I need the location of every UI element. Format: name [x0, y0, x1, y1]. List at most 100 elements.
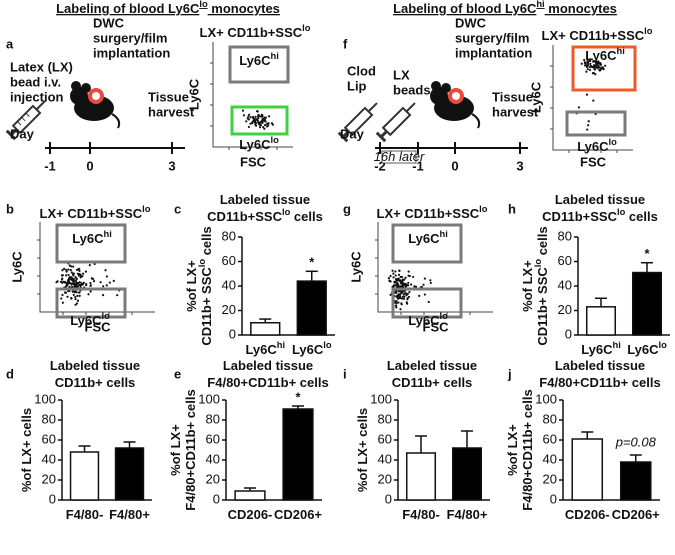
flow-event — [72, 293, 75, 296]
flow-event — [407, 270, 410, 273]
significance-annotation: p=0.08 — [615, 434, 657, 449]
bar — [451, 447, 483, 501]
flow-event — [589, 62, 592, 66]
flow-event — [254, 123, 257, 126]
syringe-icon — [5, 100, 46, 141]
y-axis-label-part: %of LX+ — [184, 260, 199, 312]
flow-event — [104, 269, 107, 272]
y-axis-label: F4/80+CD11b+ cells — [520, 389, 535, 510]
flow-event — [81, 283, 84, 286]
chart-title: CD11b+SSClo cells — [207, 207, 323, 224]
flow-event — [423, 293, 426, 296]
flow-event — [399, 308, 402, 311]
y-tick-label: 80 — [543, 411, 557, 426]
flow-event — [267, 122, 270, 125]
timeline-event: beads — [393, 82, 431, 97]
flow-event — [263, 127, 266, 130]
flow-event — [399, 282, 403, 285]
y-tick-label: 0 — [565, 326, 572, 341]
flow-event — [409, 283, 413, 286]
flow-event — [262, 119, 266, 122]
flow-event — [259, 124, 263, 127]
y-axis-label: %of LX+ cells — [19, 408, 34, 492]
flow-event — [599, 67, 602, 71]
y-axis-label-part: %of LX+ — [520, 260, 535, 312]
flow-event — [78, 291, 81, 294]
flow-event — [76, 272, 79, 275]
x-tick-label-part: CD206- — [228, 507, 273, 522]
flow-event — [258, 121, 261, 124]
flow-event — [397, 301, 400, 304]
flow-event — [596, 64, 600, 67]
flow-event — [87, 293, 90, 296]
flow-event — [84, 270, 87, 273]
flow-event — [252, 117, 255, 120]
flow-title-part: lo — [479, 204, 488, 214]
flow-event — [593, 68, 596, 71]
y-axis-label-part: CD11b+ SSC — [199, 267, 214, 346]
y-tick-label: 0 — [49, 491, 56, 506]
panel-letter: i — [343, 366, 347, 381]
timeline-event: Clod — [347, 63, 376, 78]
flow-event — [73, 290, 76, 294]
flow-event — [76, 282, 80, 285]
gate-label-part: lo — [271, 135, 280, 145]
y-tick-label: 100 — [370, 391, 392, 406]
section-header: Labeling of blood Ly6Clo monocytes — [56, 0, 280, 16]
flow-event — [263, 124, 267, 127]
flow-event — [395, 277, 398, 281]
section-header-part: Labeling of blood Ly6C — [56, 1, 200, 16]
flow-event — [598, 62, 601, 65]
x-tick-label-part: lo — [323, 340, 332, 350]
flow-title: LX+ CD11b+SSClo — [377, 204, 488, 221]
flow-y-label: Ly6C — [186, 78, 201, 110]
panel-letter: h — [508, 201, 516, 216]
x-tick-label-part: F4/80- — [402, 507, 440, 522]
y-tick-label: 20 — [206, 471, 220, 486]
y-axis-label: %of LX+ cells — [355, 408, 370, 492]
flow-event — [257, 117, 260, 120]
flow-event — [249, 116, 252, 119]
flow-event — [585, 70, 588, 73]
x-tick-label: Ly6Clo — [292, 340, 332, 357]
section-header-part: monocytes — [545, 1, 617, 16]
gate-label-part: Ly6C — [239, 137, 271, 152]
bar — [114, 447, 145, 501]
gate-label-part: Ly6C — [408, 231, 440, 246]
flow-axes — [39, 222, 155, 313]
flow-gate — [565, 110, 627, 137]
bar — [631, 271, 663, 336]
flow-event — [85, 282, 88, 286]
flow-event — [422, 283, 425, 286]
y-axis-label-part: F4/80+CD11b+ cells — [520, 389, 535, 510]
flow-event — [395, 302, 398, 305]
flow-event — [74, 282, 78, 286]
gate-label-part: hi — [271, 51, 279, 61]
chart-title-part: F4/80+CD11b+ cells — [539, 375, 660, 390]
chart-title: CD11b+ cells — [392, 375, 473, 390]
gate-label-part: Ly6C — [70, 313, 102, 328]
timeline-day: -1 — [412, 158, 424, 173]
y-axis-label-part: F4/80+CD11b+ cells — [183, 389, 198, 510]
timeline-day: 3 — [168, 158, 175, 173]
flow-event — [583, 58, 586, 62]
flow-event — [65, 270, 68, 273]
flow-event — [395, 283, 398, 286]
flow-event — [92, 280, 96, 283]
y-tick-label: 0 — [229, 326, 236, 341]
bar — [234, 490, 266, 501]
flow-gate — [55, 287, 127, 319]
timeline-event: bead i.v. — [10, 74, 61, 89]
y-tick-label: 80 — [42, 411, 56, 426]
x-tick-label: F4/80- — [402, 507, 440, 522]
flow-event — [588, 68, 592, 72]
flow-event — [405, 301, 408, 304]
flow-event — [401, 279, 404, 282]
timeline-event: Lip — [347, 78, 367, 93]
flow-event — [427, 300, 430, 304]
flow-event — [74, 276, 77, 279]
y-tick-label: 100 — [34, 391, 56, 406]
section-header-part: hi — [536, 0, 544, 9]
gate-label-part: lo — [102, 311, 111, 321]
flow-event — [72, 282, 75, 286]
